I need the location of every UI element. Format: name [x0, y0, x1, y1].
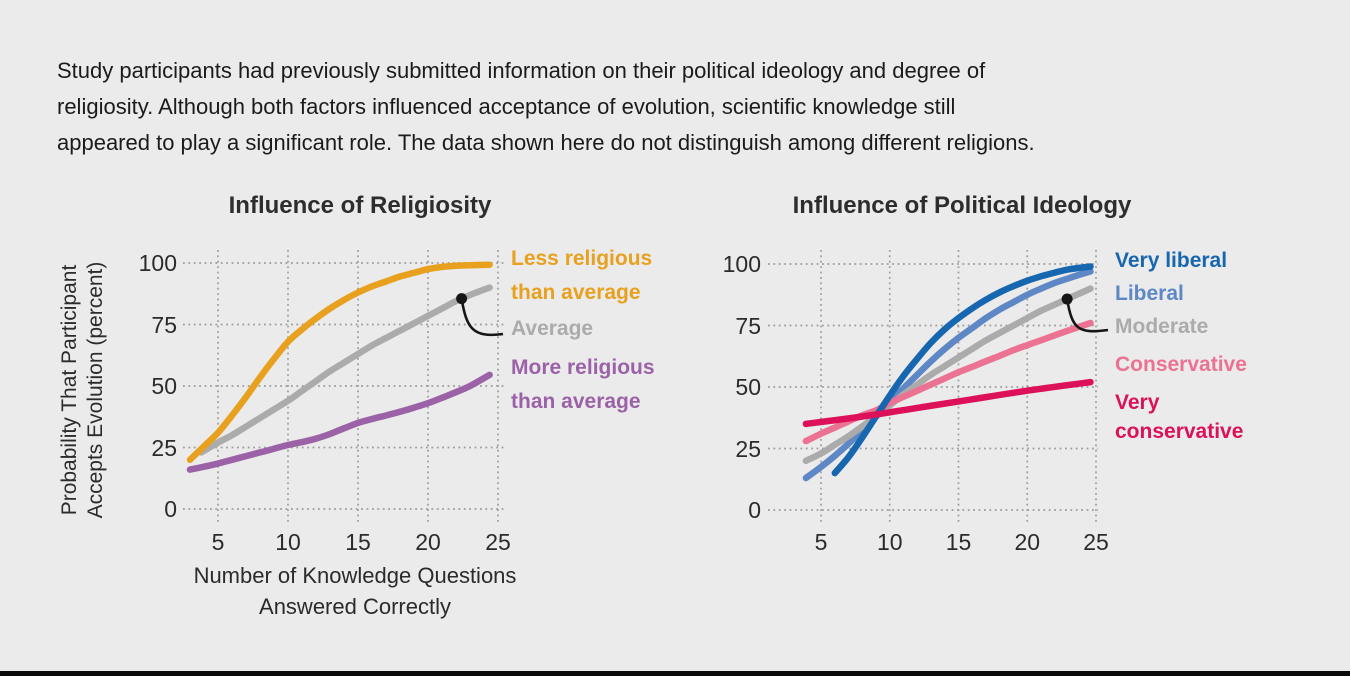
right-y-tick-75: 75 — [735, 312, 761, 339]
left-callout-line — [460, 298, 504, 337]
right-y-tick-25: 25 — [735, 435, 761, 462]
right-y-tick-0: 0 — [748, 497, 761, 523]
left-x-tick-5: 5 — [211, 529, 225, 555]
x-axis-title-line-1: Number of Knowledge Questions — [193, 563, 517, 588]
series-line-average — [197, 284, 493, 456]
left-x-tick-20: 20 — [415, 529, 441, 555]
right-callout-line — [1065, 298, 1109, 333]
left-y-tick-100: 100 — [138, 250, 177, 276]
legend-label-more-religious-than-average-line-1: More religious — [511, 356, 655, 379]
legend-label-conservative: Conservative — [1115, 353, 1247, 376]
intro-text: Study participants had previously submit… — [57, 53, 1035, 161]
x-axis-title-line-2: Answered Correctly — [259, 594, 451, 619]
series-line-moderate — [802, 285, 1094, 465]
left-chart-title: Influence of Religiosity — [228, 192, 492, 219]
left-y-tick-0: 0 — [164, 496, 177, 522]
intro-line-3: appeared to play a significant role. The… — [57, 130, 1035, 155]
legend-label-less-religious-than-average-line-2: than average — [511, 281, 641, 304]
legend-label-liberal: Liberal — [1115, 282, 1184, 305]
series-line-conservative — [802, 319, 1094, 445]
legend-label-average: Average — [511, 317, 594, 340]
left-x-tick-10: 10 — [275, 529, 301, 555]
series-line-liberal — [802, 268, 1094, 482]
right-callout-dot — [1061, 293, 1073, 305]
legend-label-very-conservative-line-2: conservative — [1115, 420, 1244, 443]
right-x-tick-15: 15 — [945, 529, 972, 555]
legend-label-very-conservative-line-1: Very — [1115, 391, 1160, 414]
left-y-tick-50: 50 — [151, 373, 177, 399]
series-line-less-religious-than-average — [186, 261, 493, 464]
right-x-tick-25: 25 — [1083, 529, 1109, 555]
series-line-very-conservative — [802, 378, 1094, 428]
right-y-tick-50: 50 — [735, 374, 761, 400]
legend-label-more-religious-than-average-line-2: than average — [511, 390, 641, 413]
bottom-border — [0, 671, 1350, 676]
right-x-tick-10: 10 — [876, 529, 903, 555]
left-callout-dot — [456, 293, 468, 305]
intro-line-2: religiosity. Although both factors influ… — [57, 94, 956, 119]
left-x-tick-25: 25 — [485, 529, 511, 555]
intro-line-1: Study participants had previously submit… — [57, 58, 986, 83]
right-x-tick-20: 20 — [1014, 529, 1041, 555]
legend-label-very-liberal: Very liberal — [1115, 249, 1228, 272]
legend-label-less-religious-than-average-line-1: Less religious — [511, 247, 653, 270]
right-chart-title: Influence of Political Ideology — [792, 192, 1132, 219]
left-y-tick-75: 75 — [151, 311, 177, 338]
left-x-tick-15: 15 — [345, 529, 371, 555]
left-y-tick-25: 25 — [151, 434, 177, 461]
legend-label-moderate: Moderate — [1115, 315, 1209, 338]
right-x-tick-5: 5 — [814, 529, 828, 555]
right-y-tick-100: 100 — [722, 251, 761, 277]
series-line-more-religious-than-average — [186, 371, 493, 473]
